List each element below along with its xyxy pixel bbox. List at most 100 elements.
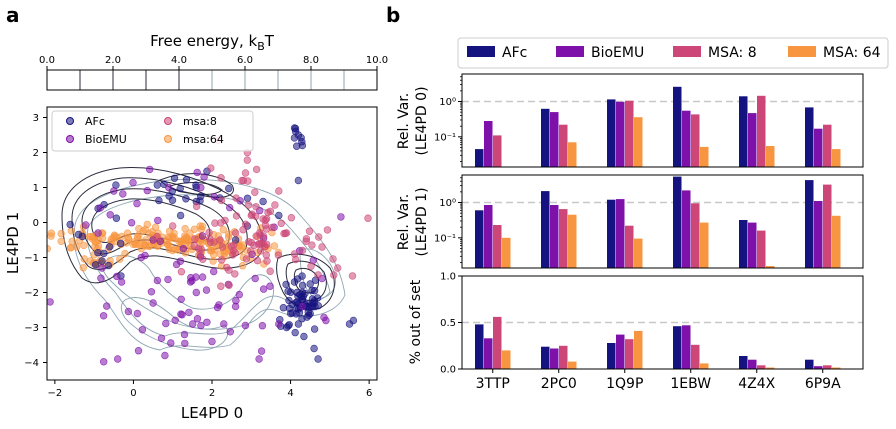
- bar-afc-3ttp: [475, 210, 484, 268]
- scatter-point-bioemu: [133, 199, 141, 208]
- scatter-point-bioemu: [188, 277, 196, 285]
- panel-label-a: a: [6, 3, 20, 27]
- bar-subplot-2-frame: [461, 174, 864, 269]
- scatter-point-msa8: [252, 212, 260, 221]
- scatter-point-bioemu: [99, 312, 108, 320]
- y-tick-label: 0.5: [440, 318, 456, 329]
- scatter-point-bioemu: [185, 308, 193, 317]
- scatter-x-tick-label: −2: [47, 388, 62, 399]
- scatter-point-afc: [310, 344, 318, 353]
- scatter-point-afc: [291, 127, 300, 136]
- scatter-point-msa64: [121, 249, 129, 258]
- scatter-point-msa64: [143, 220, 152, 229]
- scatter-point-msa8: [207, 164, 215, 172]
- scatter-point-msa8: [244, 201, 253, 209]
- scatter-point-msa64: [151, 223, 160, 231]
- scatter-point-bioemu: [180, 330, 189, 339]
- scatter-point-msa64: [170, 229, 178, 238]
- bar-afc-1ebw: [673, 86, 682, 167]
- scatter-point-bioemu: [149, 299, 157, 307]
- scatter-point-msa8: [262, 215, 271, 223]
- scatter-point-bioemu: [143, 186, 152, 195]
- colorbar-tick-label: 10.0: [366, 55, 388, 66]
- scatter-point-bioemu: [161, 351, 169, 360]
- colorbar-tick-label: 8.0: [303, 55, 319, 66]
- bar-afc-3ttp: [475, 324, 484, 369]
- scatter-point-msa64: [67, 227, 76, 235]
- scatter-y-tick-label: 2: [33, 148, 39, 159]
- scatter-point-afc: [182, 195, 190, 203]
- bar-msa-64-2pc0: [568, 361, 577, 369]
- bar-bioemu-6p9a: [814, 366, 823, 369]
- scatter-point-msa8: [205, 228, 213, 237]
- bar-msa-8-1q9p: [625, 339, 634, 369]
- scatter-point-bioemu: [167, 339, 175, 347]
- bar-afc-1q9p: [607, 343, 616, 369]
- scatter-point-afc: [100, 249, 108, 258]
- scatter-point-msa8: [242, 255, 251, 263]
- scatter-point-msa64: [136, 240, 144, 249]
- bar-bioemu-2pc0: [550, 348, 559, 369]
- scatter-point-msa8: [261, 221, 270, 229]
- bar-subplot-3-frame: [461, 275, 864, 370]
- scatter-point-bioemu: [202, 286, 211, 294]
- bar-afc-6p9a: [805, 359, 814, 369]
- scatter-point-bioemu: [203, 318, 211, 326]
- bar-msa-8-4z4x: [757, 230, 766, 268]
- scatter-point-msa64: [107, 235, 116, 243]
- colorbar-frame: [46, 69, 378, 91]
- scatter-point-msa8: [192, 202, 201, 211]
- scatter-point-msa64: [181, 224, 189, 233]
- scatter-point-bioemu: [47, 298, 54, 306]
- scatter-point-msa64: [220, 249, 228, 258]
- scatter-point-bioemu: [98, 264, 106, 272]
- scatter-point-msa8: [252, 165, 261, 174]
- bar-subplot-1-ylabel: Rel. Var. (LE4PD 0): [396, 86, 430, 155]
- scatter-point-afc: [182, 176, 191, 184]
- scatter-y-tick-label: 3: [33, 113, 39, 124]
- scatter-point-bioemu: [113, 355, 122, 363]
- scatter-point-msa64: [85, 233, 94, 241]
- bar-afc-1q9p: [607, 199, 616, 268]
- scatter-point-msa8: [223, 263, 231, 272]
- colorbar-title: Free energy, kBT: [150, 32, 275, 53]
- scatter-point-afc: [176, 184, 184, 193]
- scatter-point-bioemu: [193, 315, 202, 323]
- scatter-point-bioemu: [255, 355, 263, 363]
- scatter-point-afc: [294, 292, 302, 300]
- scatter-point-afc: [196, 197, 204, 205]
- bar-subplot-3-ylabel: % out of set: [408, 279, 424, 364]
- bar-bioemu-3ttp: [484, 121, 493, 167]
- scatter-point-bioemu: [200, 173, 208, 181]
- bar-msa-8-4z4x: [757, 365, 766, 369]
- scatter-point-bioemu: [257, 347, 266, 355]
- scatter-y-tick-label: 0: [33, 218, 39, 229]
- scatter-point-msa8: [169, 222, 177, 230]
- scatter-point-afc: [243, 194, 252, 203]
- scatter-point-msa64: [197, 225, 206, 233]
- bar-subplot-1: 10⁻¹ 10⁰ Rel. Var. (LE4PD 0): [396, 73, 864, 168]
- scatter-point-afc: [104, 261, 113, 270]
- scatter-point-msa8: [243, 156, 252, 164]
- bar-subplot-1-frame: [461, 73, 864, 168]
- scatter-legend-msa8: msa:8: [183, 115, 217, 128]
- bar-msa-8-2pc0: [559, 345, 568, 370]
- bar-msa-64-4z4x: [766, 146, 775, 167]
- scatter-point-bioemu: [181, 339, 189, 348]
- scatter-point-msa8: [217, 174, 225, 182]
- bar-msa-8-1q9p: [625, 100, 634, 167]
- bar-msa-64-2pc0: [568, 214, 577, 268]
- scatter-point-bioemu: [147, 288, 156, 296]
- scatter-point-msa64: [66, 244, 75, 252]
- scatter-point-bioemu: [138, 326, 147, 334]
- scatter-point-afc: [290, 134, 299, 142]
- scatter-point-msa8: [230, 241, 238, 249]
- scatter-point-afc: [116, 239, 125, 248]
- scatter-point-bioemu: [146, 165, 154, 174]
- y-tick-label: 10⁻¹: [434, 233, 456, 244]
- bar-msa-64-3ttp: [502, 350, 511, 369]
- bar-msa-64-2pc0: [568, 142, 577, 167]
- scatter-point-bioemu: [127, 219, 136, 227]
- scatter-point-afc: [294, 275, 302, 283]
- bar-afc-2pc0: [541, 191, 550, 268]
